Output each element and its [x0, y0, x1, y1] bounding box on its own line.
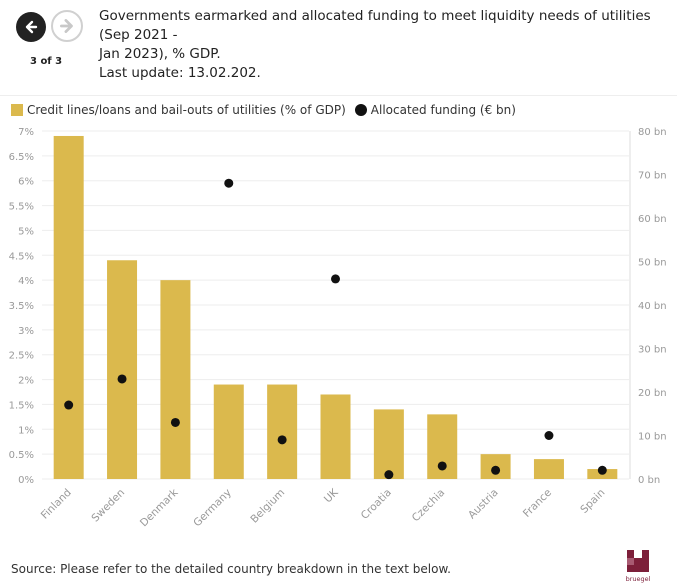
x-tick-label: Croatia: [359, 487, 394, 522]
title-line-1: Governments earmarked and allocated fund…: [99, 8, 651, 43]
y-right-tick-label: 10 bn: [638, 432, 667, 443]
dot-belgium: [277, 435, 287, 445]
y-right-tick-label: 60 bn: [638, 214, 667, 225]
x-tick-label: Czechia: [410, 487, 448, 525]
y-right-tick-label: 30 bn: [638, 345, 667, 356]
legend-dot-label: Allocated funding (€ bn): [370, 103, 516, 117]
y-left-tick-label: 3%: [18, 326, 34, 337]
dot-germany: [224, 178, 234, 188]
next-chart-button[interactable]: [51, 10, 83, 42]
x-tick-label: Austria: [466, 487, 501, 522]
y-left-tick-label: 0%: [18, 475, 34, 486]
y-right-tick-label: 50 bn: [638, 258, 667, 269]
y-right-tick-label: 40 bn: [638, 301, 667, 312]
dot-spain: [597, 465, 607, 475]
previous-chart-button[interactable]: [16, 12, 46, 42]
combo-chart: 0% 0.5% 1% 1.5% 2% 2.5% 3% 3.5% 4% 4.5% 5% 5.5% 6% 6.…: [9, 127, 667, 530]
legend-dot-swatch: [354, 104, 367, 116]
x-tick-label: Germany: [191, 487, 234, 530]
y-left-tick-label: 5.5%: [9, 202, 34, 213]
svg-text:bruegel: bruegel: [626, 575, 651, 583]
y-left-tick-label: 1%: [18, 425, 34, 436]
arrow-left-icon: [25, 20, 38, 34]
legend-bar-label: Credit lines/loans and bail-outs of util…: [27, 103, 346, 117]
bar-finland: [53, 135, 84, 479]
source-note: Source: Please refer to the detailed cou…: [11, 562, 451, 576]
x-tick-label: Sweden: [89, 487, 127, 525]
dot-croatia: [384, 470, 394, 480]
y-left-tick-label: 5%: [18, 226, 34, 237]
dot-uk: [331, 274, 340, 284]
y-right-tick-label: 70 bn: [638, 171, 667, 182]
dot-austria: [491, 465, 501, 475]
arrow-right-icon: [60, 19, 73, 33]
x-tick-label: France: [521, 487, 554, 520]
x-tick-label: Denmark: [138, 486, 181, 529]
y-left-tick-label: 6%: [18, 177, 34, 188]
y-right-tick-label: 0 bn: [638, 475, 660, 486]
dot-finland: [64, 400, 74, 410]
y-right-tick-label: 80 bn: [638, 127, 667, 138]
x-tick-label: Belgium: [248, 487, 287, 526]
x-tick-label: UK: [322, 486, 342, 506]
chart-legend: Credit lines/loans and bail-outs of util…: [11, 103, 516, 117]
x-tick-label: Finland: [39, 487, 74, 522]
bar-sweden: [107, 260, 138, 479]
legend-bar-swatch: [11, 104, 23, 116]
bar-belgium: [267, 384, 298, 479]
page-indicator: 3 of 3: [30, 56, 63, 67]
dot-france: [544, 431, 554, 440]
y-left-tick-label: 0.5%: [9, 450, 34, 461]
bar-denmark: [160, 280, 191, 479]
dot-denmark: [170, 417, 180, 427]
y-left-tick-label: 2%: [18, 376, 34, 387]
bar-france: [533, 459, 564, 479]
bar-croatia: [373, 409, 404, 479]
x-tick-label: Spain: [578, 487, 607, 516]
y-left-tick-label: 1.5%: [9, 400, 34, 411]
title-line-3: Last update: 13.02.202.: [99, 65, 261, 81]
dot-sweden: [117, 374, 127, 384]
y-left-tick-label: 4%: [18, 276, 34, 287]
bar-uk: [320, 394, 351, 479]
y-left-tick-label: 7%: [18, 127, 34, 138]
bar-germany: [213, 384, 244, 479]
y-left-tick-label: 6.5%: [9, 152, 34, 163]
y-left-tick-label: 2.5%: [9, 351, 34, 362]
bruegel-logo: bruegel: [626, 550, 651, 583]
dot-czechia: [437, 461, 447, 471]
title-line-2: Jan 2023), % GDP.: [99, 46, 221, 62]
header-divider: [0, 95, 677, 96]
y-left-tick-label: 4.5%: [9, 251, 34, 262]
y-left-tick-label: 3.5%: [9, 301, 34, 312]
chart-title: Governments earmarked and allocated fund…: [99, 7, 669, 83]
y-right-tick-label: 20 bn: [638, 388, 667, 399]
